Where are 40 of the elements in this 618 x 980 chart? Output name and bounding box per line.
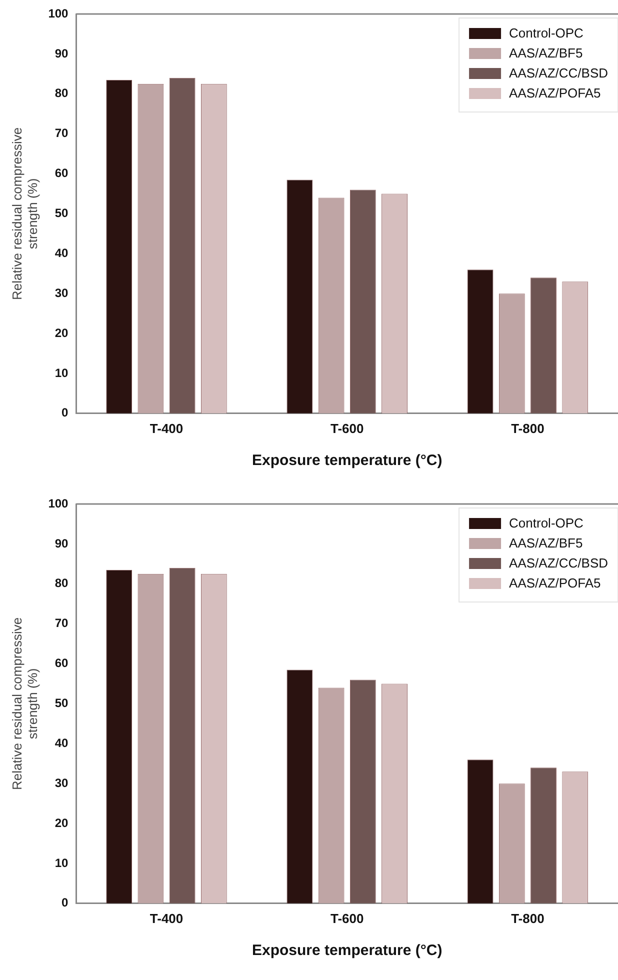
- legend-label: AAS/AZ/POFA5: [509, 86, 601, 101]
- x-tick-label: T-600: [330, 910, 364, 926]
- legend-label: AAS/AZ/POFA5: [509, 576, 601, 591]
- y-tick-label: 80: [54, 576, 69, 590]
- y-tick-label: 40: [54, 246, 69, 260]
- y-tick-label: 50: [54, 206, 69, 220]
- x-tick-label: T-600: [330, 420, 364, 436]
- y-tick-label: 10: [54, 366, 69, 380]
- y-axis-title: Relative residual compressive strength (%): [9, 617, 40, 790]
- y-tick-label: 0: [62, 406, 69, 420]
- legend-label: AAS/AZ/CC/BSD: [509, 66, 608, 81]
- y-tick-label: 60: [54, 656, 69, 670]
- y-tick-label: 70: [54, 126, 69, 140]
- y-tick-label: 20: [54, 816, 69, 830]
- y-tick-label: 50: [54, 696, 69, 710]
- y-tick-label: 0: [62, 896, 69, 910]
- y-tick-label: 100: [48, 6, 69, 20]
- y-tick-label: 90: [54, 536, 69, 550]
- y-tick-label: 100: [48, 496, 69, 510]
- y-tick-label: 30: [54, 286, 69, 300]
- legend-label: Control-OPC: [509, 26, 584, 41]
- x-axis-title: Exposure temperature (°C): [252, 942, 442, 960]
- y-tick-label: 70: [54, 616, 69, 630]
- x-tick-label: T-800: [511, 910, 544, 926]
- y-tick-label: 90: [54, 46, 69, 60]
- legend-label: AAS/AZ/CC/BSD: [509, 556, 608, 571]
- x-axis-title: Exposure temperature (°C): [252, 452, 442, 470]
- y-axis-title: Relative residual compressive strength (%): [9, 127, 40, 300]
- x-tick-label: T-400: [150, 420, 184, 436]
- y-tick-label: 10: [54, 856, 69, 870]
- legend-label: AAS/AZ/BF5: [509, 46, 583, 61]
- y-tick-label: 60: [54, 166, 69, 180]
- y-tick-label: 40: [54, 736, 69, 750]
- y-tick-label: 80: [54, 86, 69, 100]
- y-tick-label: 30: [54, 776, 69, 790]
- x-tick-label: T-400: [150, 910, 184, 926]
- legend-label: Control-OPC: [509, 516, 584, 531]
- x-tick-label: T-800: [511, 420, 544, 436]
- legend-label: AAS/AZ/BF5: [509, 536, 583, 551]
- y-tick-label: 20: [54, 326, 69, 340]
